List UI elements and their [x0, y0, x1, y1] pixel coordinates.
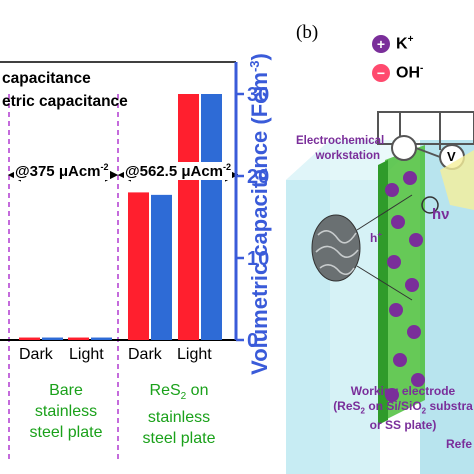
category-label: Dark [19, 346, 53, 363]
bar [151, 194, 172, 340]
legend-entry: capacitance [2, 70, 91, 87]
tick-label: 20 [247, 166, 269, 188]
bar [91, 337, 112, 340]
electrode-label: Working electrode (ReS2 on Si/SiO2 subst… [333, 384, 473, 433]
current-density-label: @375 μAcm-2 [14, 162, 110, 180]
bar [201, 94, 222, 340]
group-label: ReS2 on stainless steel plate [142, 382, 216, 448]
bar-group [19, 94, 222, 340]
workstation-label: Electrochemical workstation [296, 135, 385, 162]
oh-ion-label: OH- [396, 63, 424, 82]
bar [128, 192, 149, 340]
category-label: Light [177, 346, 212, 363]
tick-label: 10 [247, 248, 269, 270]
bar [19, 337, 40, 340]
tick-label: 0 [247, 330, 258, 352]
reference-label: Refe [446, 437, 473, 451]
current-density-label: @562.5 μAcm-2 [124, 162, 233, 180]
voltmeter-label: V [447, 149, 456, 164]
tick-label: 30 [247, 84, 269, 106]
k-ion-label: K+ [396, 34, 414, 53]
legend-entry: etric capacitance [2, 93, 128, 110]
category-label: Dark [128, 346, 162, 363]
proton-label: h+ [370, 230, 383, 245]
bar [178, 94, 199, 340]
group-label: Bare stainless steel plate [29, 382, 103, 441]
category-label: Light [69, 346, 104, 363]
right-axis-title: Volumetric capacitance (Fcm-3) [246, 53, 273, 375]
bar [68, 337, 89, 340]
bar [42, 337, 63, 340]
light-label: hν [432, 206, 450, 223]
right-axis-ticks: 0 10 20 30 [236, 84, 269, 352]
panel-label: (b) [296, 22, 319, 43]
